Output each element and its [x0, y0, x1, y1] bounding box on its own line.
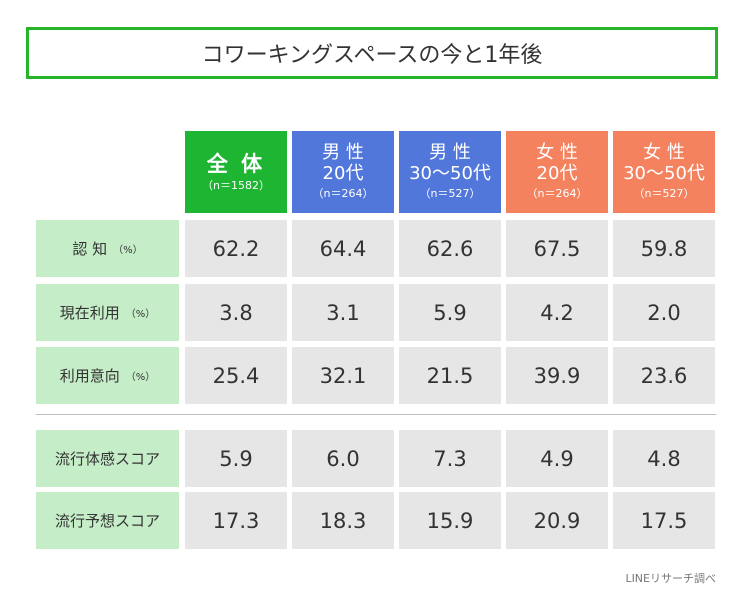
table-cell: 15.9	[399, 492, 501, 549]
row-label-unit: （%）	[125, 309, 156, 320]
table-cell: 17.5	[613, 492, 715, 549]
row-label-text: 認 知	[72, 240, 108, 258]
row-label-4: 流行予想スコア	[36, 492, 179, 549]
column-header-2: 男 性 30～50代 （n＝527）	[399, 131, 501, 213]
row-label-0: 認 知 （%）	[36, 220, 179, 277]
row-label-unit: （%）	[113, 245, 143, 256]
row-label-1: 現在利用 （%）	[36, 284, 179, 341]
table-cell: 62.2	[185, 220, 287, 277]
column-header-line1: 女 性	[643, 141, 685, 163]
table-cell: 20.9	[506, 492, 608, 549]
table-cell: 4.2	[506, 284, 608, 341]
source-note: LINEリサーチ調べ	[625, 572, 716, 585]
column-header-line2: 20代	[322, 162, 364, 184]
table-cell: 64.4	[292, 220, 394, 277]
table-cell: 67.5	[506, 220, 608, 277]
row-label-text: 流行体感スコア	[54, 450, 160, 468]
table-cell: 6.0	[292, 430, 394, 487]
column-header-line1: 男 性	[322, 141, 364, 163]
row-label-text: 流行予想スコア	[54, 512, 160, 530]
column-header-sample-size: （n＝527）	[633, 187, 695, 201]
column-header-line1: 男 性	[429, 141, 471, 163]
table-cell: 59.8	[613, 220, 715, 277]
table-cell: 5.9	[185, 430, 287, 487]
column-header-sample-size: （n＝1582）	[202, 178, 270, 192]
table-cell: 21.5	[399, 347, 501, 404]
column-header-line1: 全 体	[206, 151, 266, 176]
column-header-line1: 女 性	[536, 141, 578, 163]
table-cell: 39.9	[506, 347, 608, 404]
table-cell: 25.4	[185, 347, 287, 404]
row-label-text: 利用意向	[59, 367, 120, 385]
column-header-sample-size: （n＝527）	[419, 187, 481, 201]
table-cell: 7.3	[399, 430, 501, 487]
column-header-line2: 30～50代	[409, 162, 491, 184]
table-cell: 32.1	[292, 347, 394, 404]
table-cell: 18.3	[292, 492, 394, 549]
column-header-sample-size: （n＝264）	[526, 187, 588, 201]
chart-title: コワーキングスペースの今と1年後	[26, 27, 718, 79]
table-cell: 3.1	[292, 284, 394, 341]
section-divider	[36, 414, 716, 415]
column-header-line2: 30～50代	[623, 162, 705, 184]
table-cell: 5.9	[399, 284, 501, 341]
table-cell: 3.8	[185, 284, 287, 341]
row-label-text: 現在利用	[59, 304, 120, 322]
column-header-1: 男 性 20代 （n＝264）	[292, 131, 394, 213]
table-cell: 17.3	[185, 492, 287, 549]
table-cell: 62.6	[399, 220, 501, 277]
column-header-sample-size: （n＝264）	[312, 187, 374, 201]
table-cell: 4.9	[506, 430, 608, 487]
table-cell: 2.0	[613, 284, 715, 341]
column-header-3: 女 性 20代 （n＝264）	[506, 131, 608, 213]
column-header-line2: 20代	[536, 162, 578, 184]
row-label-2: 利用意向 （%）	[36, 347, 179, 404]
row-label-unit: （%）	[125, 372, 156, 383]
table-cell: 4.8	[613, 430, 715, 487]
column-header-0: 全 体 （n＝1582）	[185, 131, 287, 213]
row-label-3: 流行体感スコア	[36, 430, 179, 487]
column-header-4: 女 性 30～50代 （n＝527）	[613, 131, 715, 213]
table-cell: 23.6	[613, 347, 715, 404]
